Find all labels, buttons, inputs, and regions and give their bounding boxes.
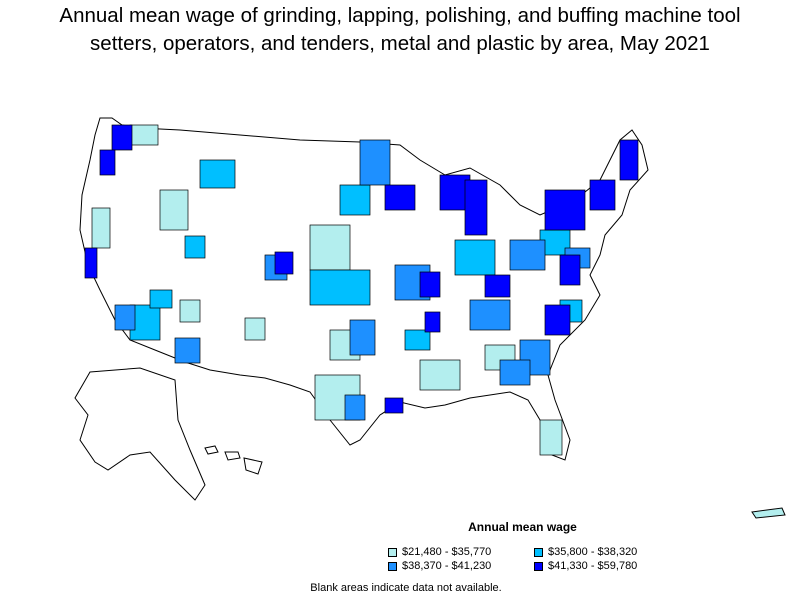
puerto-rico-outline bbox=[751, 507, 786, 519]
wage-band-1-areas bbox=[91, 124, 563, 456]
legend-swatch-band-3 bbox=[388, 561, 397, 571]
map-title-line-2: setters, operators, and tenders, metal a… bbox=[90, 32, 710, 55]
wage-band-2-areas bbox=[129, 159, 583, 351]
map-title-line-1: Annual mean wage of grinding, lapping, p… bbox=[59, 4, 741, 27]
legend-swatch-band-4 bbox=[534, 561, 543, 571]
legend-item-band-1: $21,480 - $35,770 bbox=[388, 545, 491, 559]
legend-item-band-2: $35,800 - $38,320 bbox=[534, 545, 637, 559]
wage-band-4-areas bbox=[84, 124, 639, 414]
alaska-outline bbox=[74, 367, 206, 501]
legend-item-band-4: $41,330 - $59,780 bbox=[534, 559, 637, 573]
map-title: Annual mean wage of grinding, lapping, p… bbox=[0, 2, 800, 58]
wage-band-3-areas bbox=[114, 139, 591, 421]
blank-areas-note: Blank areas indicate data not available. bbox=[310, 582, 502, 594]
legend-label-band-3: $38,370 - $41,230 bbox=[402, 560, 492, 572]
legend-title: Annual mean wage bbox=[468, 520, 577, 534]
legend-label-band-2: $35,800 - $38,320 bbox=[548, 546, 638, 558]
legend-swatch-band-2 bbox=[534, 547, 543, 557]
legend-item-band-3: $38,370 - $41,230 bbox=[388, 559, 491, 573]
legend-label-band-4: $41,330 - $59,780 bbox=[548, 560, 638, 572]
legend-swatch-band-1 bbox=[388, 547, 397, 557]
legend-label-band-1: $21,480 - $35,770 bbox=[402, 546, 492, 558]
hawaii-islands bbox=[204, 445, 263, 475]
us-area-map bbox=[0, 100, 800, 520]
